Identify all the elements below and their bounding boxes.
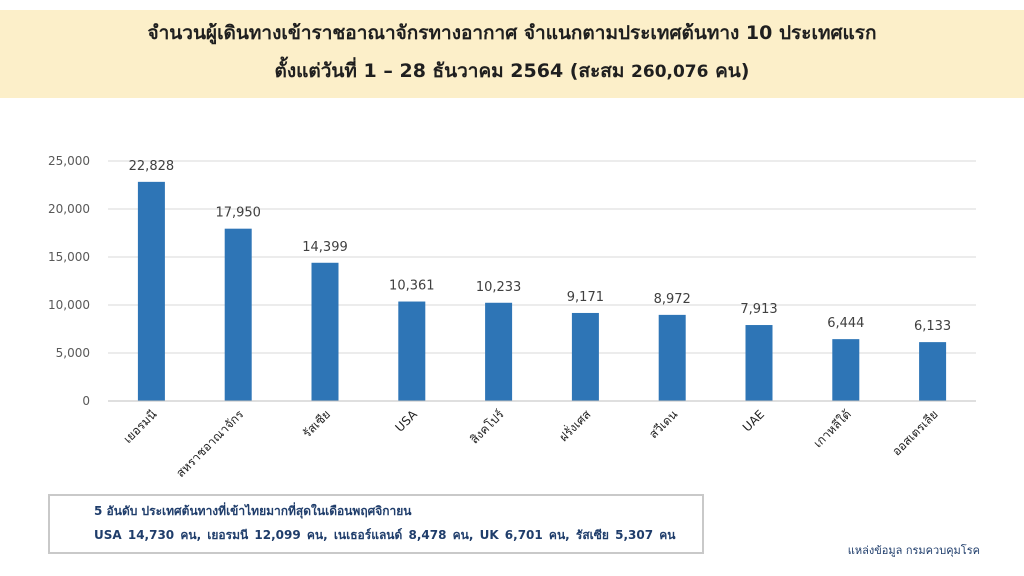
y-tick-label: 20,000 (48, 202, 90, 216)
bar (832, 339, 860, 401)
data-label: 14,399 (302, 240, 348, 255)
x-tick-label: USA (392, 407, 420, 435)
x-tick-label: ออสเตรเลีย (889, 407, 940, 458)
bar (398, 301, 426, 401)
note-box: 5 อันดับ ประเทศต้นทางที่เข้าไทยมากที่สุด… (48, 494, 704, 554)
y-tick-label: 10,000 (48, 298, 90, 312)
x-tick-label: เยอรมนี (121, 407, 160, 446)
bar (745, 325, 773, 401)
y-tick-label: 25,000 (48, 154, 90, 168)
x-tick-label: เกาหลีใต้ (811, 407, 854, 450)
data-label: 7,913 (740, 302, 777, 317)
bar (658, 314, 686, 401)
x-tick-label: สิงคโปร์ (467, 407, 507, 447)
note-text: USA 14,730 คน, เยอรมนี 12,099 คน, เนเธอร… (94, 528, 676, 542)
data-label: 8,972 (654, 292, 691, 307)
subtitle-total: 260,076 (631, 62, 709, 82)
x-tick-label: สวีเดน (646, 407, 680, 441)
y-tick-label: 15,000 (48, 250, 90, 264)
note-title: 5 อันดับ ประเทศต้นทางที่เข้าไทยมากที่สุด… (94, 504, 412, 518)
bar (311, 262, 339, 401)
data-label: 22,828 (129, 159, 175, 174)
bar (137, 181, 165, 401)
title-band (0, 10, 1024, 98)
y-tick-label: 0 (82, 394, 90, 408)
bar (224, 228, 252, 401)
data-label: 9,171 (567, 290, 604, 305)
data-label: 10,233 (476, 280, 522, 295)
data-label: 17,950 (215, 206, 261, 221)
bar-chart: 0 5,000 10,000 15,000 20,000 25,000 22,828 เยอร… (48, 154, 976, 480)
subtitle-main: ตั้งแต่วันที่ 1 – 28 ธันวาคม 2564 (สะสม (274, 60, 632, 82)
data-label: 10,361 (389, 279, 435, 294)
bar (919, 342, 947, 401)
chart-title: จำนวนผู้เดินทางเข้าราชอาณาจักรทางอากาศ จ… (147, 22, 877, 44)
bar (485, 302, 513, 401)
source-text: แหล่งข้อมูล กรมควบคุมโรค (847, 544, 980, 557)
subtitle-end: คน) (708, 60, 750, 82)
x-tick-label: รัสเซีย (300, 407, 333, 440)
y-tick-label: 5,000 (56, 346, 90, 360)
x-tick-label: สหราชอาณาจักร (173, 407, 246, 480)
x-tick-label: ฝรั่งเศส (555, 405, 594, 444)
data-label: 6,133 (914, 319, 951, 334)
chart-subtitle: ตั้งแต่วันที่ 1 – 28 ธันวาคม 2564 (สะสม … (0, 56, 1024, 86)
bar (571, 312, 599, 401)
data-label: 6,444 (827, 316, 864, 331)
x-tick-label: UAE (740, 407, 767, 434)
